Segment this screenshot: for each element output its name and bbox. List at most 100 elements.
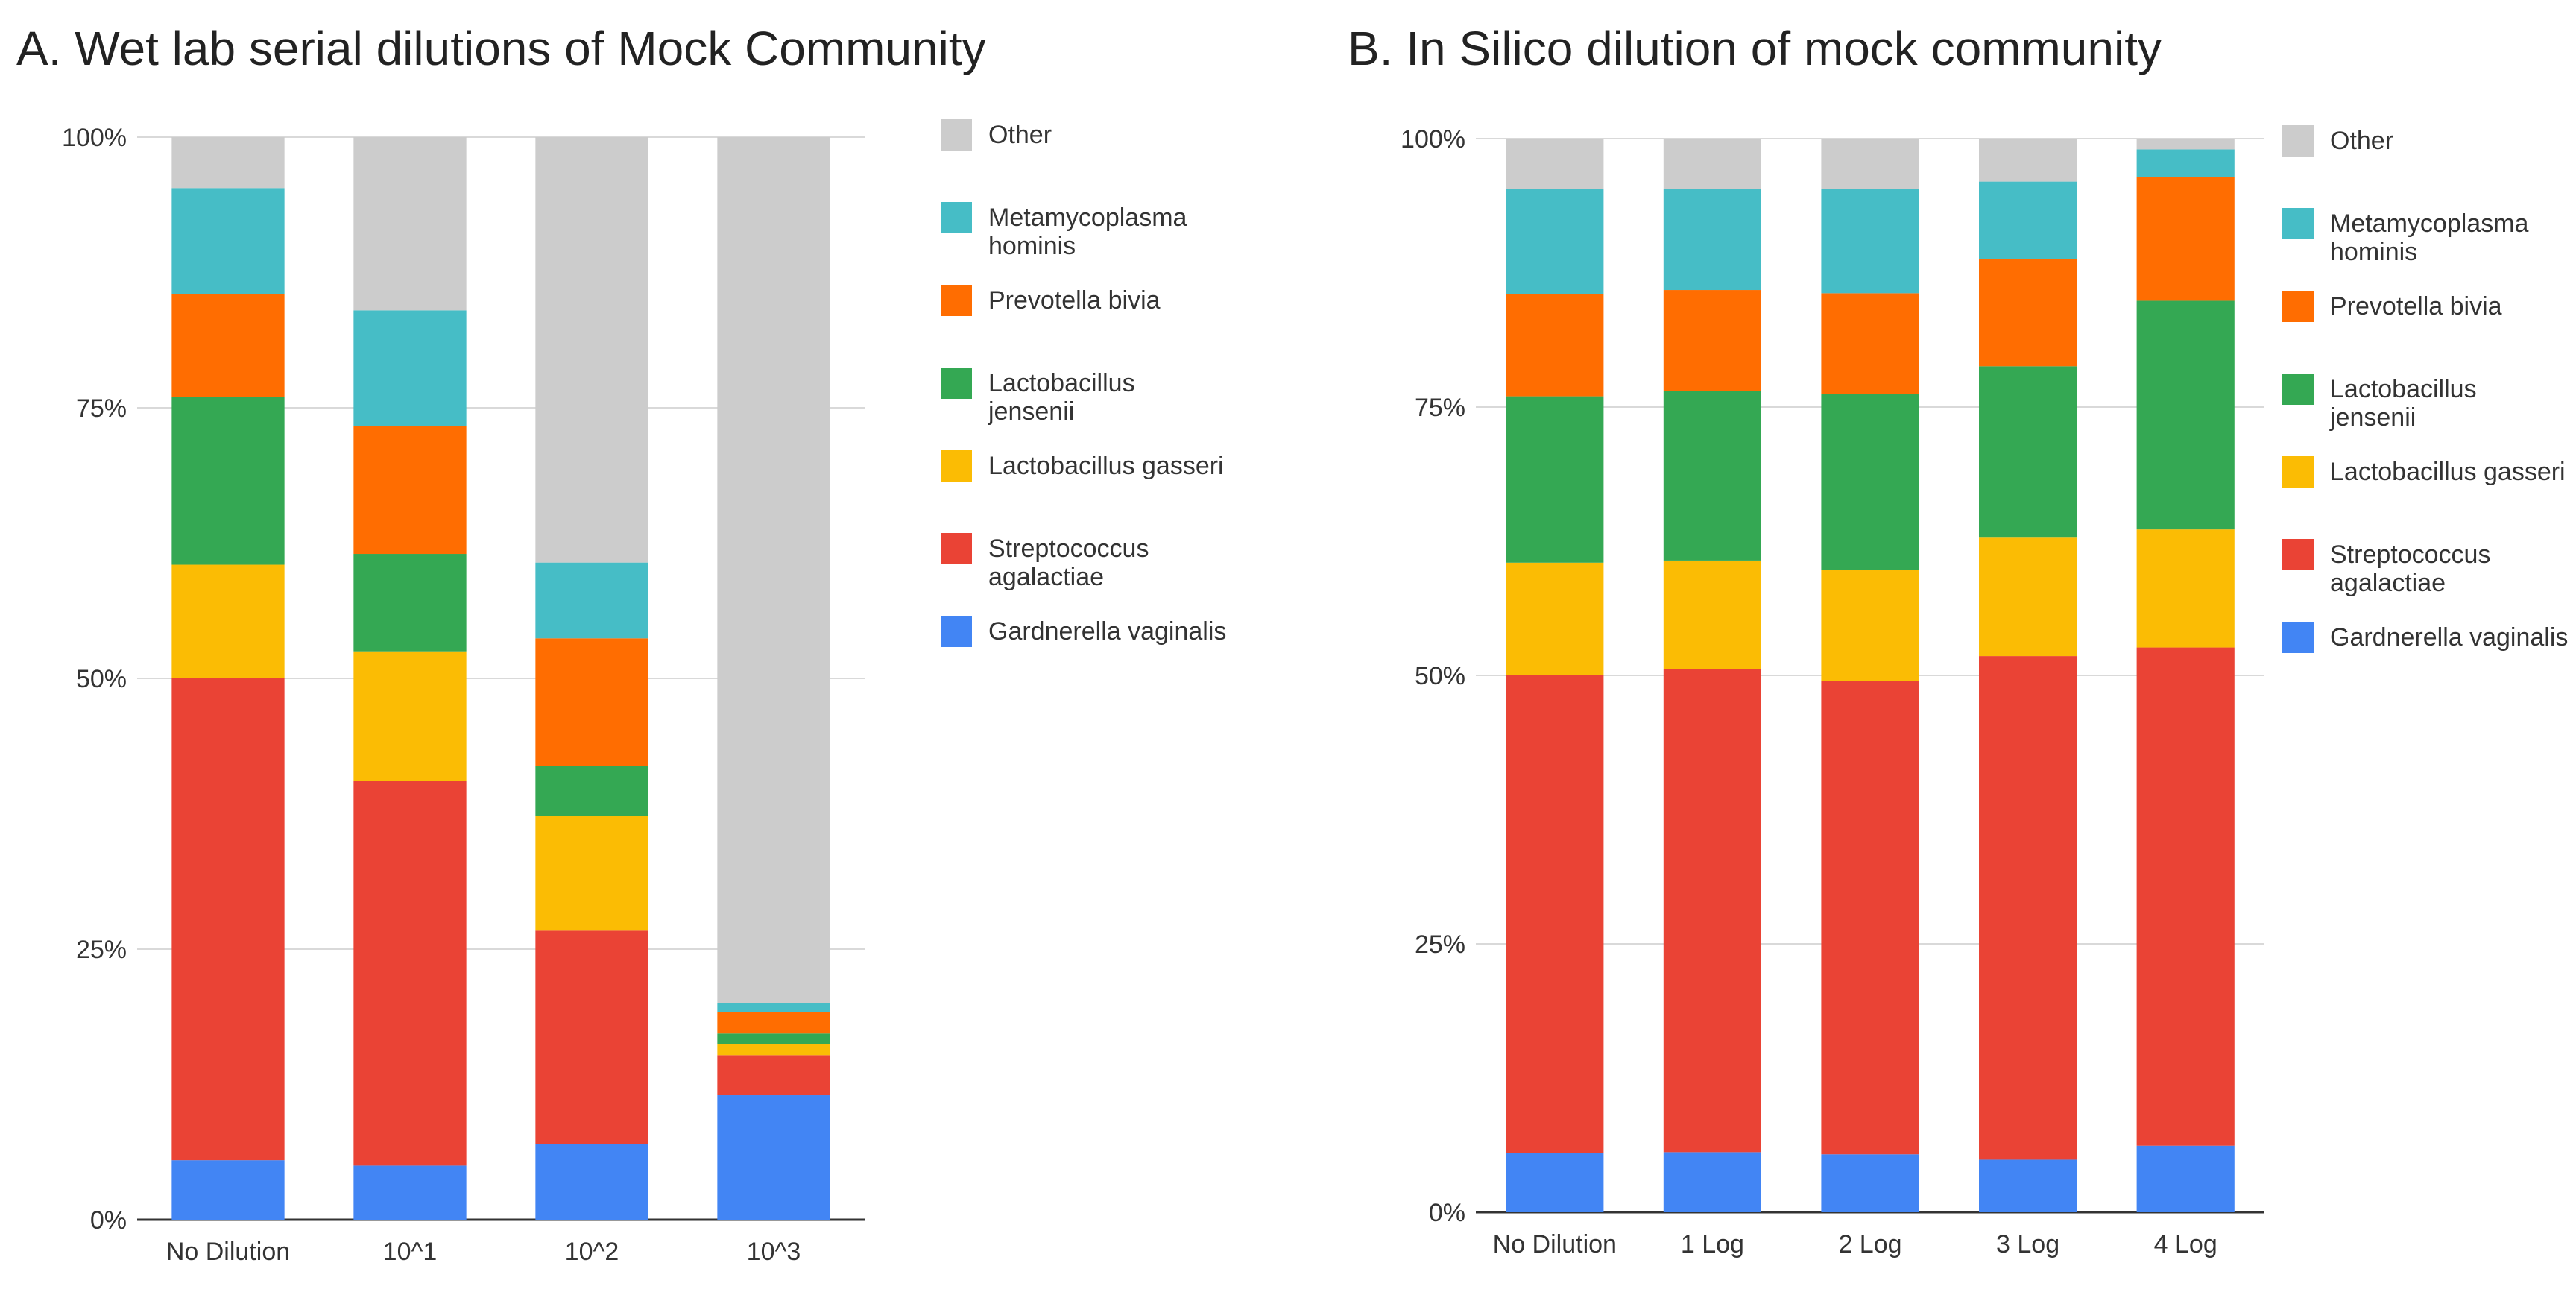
bar-segment-prevotella-bivia bbox=[353, 426, 467, 555]
legend-item-streptococcus-agalactiae: Streptococcus agalactiae bbox=[941, 533, 1227, 591]
bar-segment-metamycoplasma-hominis bbox=[1979, 181, 2077, 259]
legend-swatch bbox=[2282, 374, 2314, 405]
legend-label: Streptococcus agalactiae bbox=[988, 535, 1149, 591]
legend-label: Lactobacillus gasseri bbox=[988, 452, 1224, 480]
bar-segment-lactobacillus-gasseri bbox=[535, 816, 648, 931]
legend-item-prevotella-bivia: Prevotella bivia bbox=[2282, 291, 2569, 322]
bar-segment-metamycoplasma-hominis bbox=[171, 188, 285, 294]
legend-label: Other bbox=[2330, 127, 2394, 155]
bar-segment-prevotella-bivia bbox=[1821, 293, 1919, 394]
bar-segment-prevotella-bivia bbox=[1979, 259, 2077, 367]
bar-segment-lactobacillus-jensenii bbox=[1821, 394, 1919, 570]
bar-segment-other bbox=[535, 137, 648, 563]
bar-segment-metamycoplasma-hominis bbox=[1821, 189, 1919, 294]
bar-segment-lactobacillus-jensenii bbox=[1979, 366, 2077, 538]
bar-segment-lactobacillus-gasseri bbox=[717, 1044, 830, 1056]
bar-segment-streptococcus-agalactiae bbox=[1979, 656, 2077, 1160]
bar-segment-prevotella-bivia bbox=[1663, 290, 1761, 391]
bar-segment-other bbox=[353, 137, 467, 311]
bar-segment-gardnerella-vaginalis bbox=[717, 1095, 830, 1220]
legend-label: Lactobacillus jensenii bbox=[988, 369, 1135, 426]
legend-item-gardnerella-vaginalis: Gardnerella vaginalis bbox=[2282, 622, 2569, 653]
legend-item-gardnerella-vaginalis: Gardnerella vaginalis bbox=[941, 616, 1227, 647]
legend-label: Lactobacillus gasseri bbox=[2330, 458, 2566, 486]
y-tick-label: 75% bbox=[1415, 394, 1465, 422]
y-tick-label: 50% bbox=[1415, 662, 1465, 690]
bar-segment-lactobacillus-jensenii bbox=[171, 397, 285, 565]
legend-label: Lactobacillus jensenii bbox=[2330, 375, 2477, 432]
legend-label: Metamycoplasma hominis bbox=[988, 204, 1187, 260]
bar-segment-streptococcus-agalactiae bbox=[353, 781, 467, 1166]
bar-segment-lactobacillus-jensenii bbox=[1506, 396, 1604, 563]
bar-segment-prevotella-bivia bbox=[717, 1012, 830, 1034]
bar-segment-other bbox=[717, 137, 830, 1003]
bar-segment-lactobacillus-gasseri bbox=[353, 651, 467, 781]
legend-item-prevotella-bivia: Prevotella bivia bbox=[941, 285, 1227, 316]
legend-item-metamycoplasma-hominis: Metamycoplasma hominis bbox=[941, 202, 1227, 260]
bar-segment-other bbox=[1821, 139, 1919, 189]
bar-segment-lactobacillus-jensenii bbox=[717, 1033, 830, 1044]
bar-segment-metamycoplasma-hominis bbox=[353, 310, 467, 426]
legend-swatch bbox=[2282, 208, 2314, 239]
bar-segment-streptococcus-agalactiae bbox=[2136, 647, 2235, 1146]
legend-swatch bbox=[941, 119, 972, 151]
bar-segment-other bbox=[1979, 139, 2077, 182]
legend-item-streptococcus-agalactiae: Streptococcus agalactiae bbox=[2282, 539, 2569, 597]
bar-segment-streptococcus-agalactiae bbox=[535, 930, 648, 1144]
bar-segment-lactobacillus-gasseri bbox=[2136, 529, 2235, 648]
bar-segment-lactobacillus-jensenii bbox=[2136, 300, 2235, 530]
x-tick-label: 10^3 bbox=[747, 1238, 801, 1266]
chart-title-b: B. In Silico dilution of mock community bbox=[1348, 22, 2162, 75]
bar-segment-lactobacillus-jensenii bbox=[353, 554, 467, 652]
legend-swatch bbox=[2282, 125, 2314, 157]
chart-panel-b: B. In Silico dilution of mock community … bbox=[1334, 0, 2576, 1295]
legend-label: Prevotella bivia bbox=[2330, 292, 2502, 321]
bar-segment-gardnerella-vaginalis bbox=[2136, 1145, 2235, 1212]
bar-segment-gardnerella-vaginalis bbox=[171, 1160, 285, 1220]
bar-segment-streptococcus-agalactiae bbox=[1821, 681, 1919, 1155]
bar-segment-gardnerella-vaginalis bbox=[1506, 1153, 1604, 1212]
legend-item-lactobacillus-jensenii: Lactobacillus jensenii bbox=[941, 368, 1227, 426]
y-tick-label: 100% bbox=[62, 124, 127, 152]
legend-item-metamycoplasma-hominis: Metamycoplasma hominis bbox=[2282, 208, 2569, 266]
legend-label: Streptococcus agalactiae bbox=[2330, 541, 2491, 597]
bar-segment-metamycoplasma-hominis bbox=[535, 562, 648, 639]
legend-swatch bbox=[941, 616, 972, 647]
chart-b-legend: Other Metamycoplasma hominis Prevotella bi… bbox=[2282, 125, 2569, 653]
chart-a-plot: 0% 25% 50% 75% 100% No Dilution 10^1 10^2 10^3 bbox=[62, 124, 865, 1266]
legend-item-lactobacillus-gasseri: Lactobacillus gasseri bbox=[2282, 456, 2569, 488]
bar-segment-prevotella-bivia bbox=[171, 294, 285, 397]
y-tick-label: 0% bbox=[1429, 1199, 1465, 1227]
x-tick-label: 1 Log bbox=[1681, 1230, 1744, 1258]
x-tick-label: 4 Log bbox=[2154, 1230, 2217, 1258]
bar-segment-other bbox=[1506, 139, 1604, 189]
legend-item-other: Other bbox=[2282, 125, 2569, 157]
legend-label: Other bbox=[988, 121, 1052, 149]
bar-segment-lactobacillus-gasseri bbox=[1506, 562, 1604, 675]
bar-segment-other bbox=[2136, 139, 2235, 150]
legend-swatch bbox=[2282, 622, 2314, 653]
bar-segment-prevotella-bivia bbox=[535, 638, 648, 766]
bar-segment-prevotella-bivia bbox=[2136, 177, 2235, 301]
legend-swatch bbox=[2282, 539, 2314, 570]
legend-item-other: Other bbox=[941, 119, 1227, 151]
legend-swatch bbox=[2282, 456, 2314, 488]
bar-segment-streptococcus-agalactiae bbox=[717, 1055, 830, 1096]
x-tick-label: No Dilution bbox=[1493, 1230, 1617, 1258]
x-tick-label: No Dilution bbox=[166, 1238, 290, 1266]
bar-segment-gardnerella-vaginalis bbox=[1821, 1154, 1919, 1212]
legend-label: Gardnerella vaginalis bbox=[988, 617, 1227, 646]
bar-segment-lactobacillus-gasseri bbox=[171, 564, 285, 678]
bar-segment-gardnerella-vaginalis bbox=[353, 1165, 467, 1220]
bar-segment-gardnerella-vaginalis bbox=[535, 1144, 648, 1220]
x-tick-label: 2 Log bbox=[1838, 1230, 1901, 1258]
chart-title-a: A. Wet lab serial dilutions of Mock Comm… bbox=[16, 22, 986, 75]
legend-swatch bbox=[941, 450, 972, 482]
bar-segment-streptococcus-agalactiae bbox=[171, 678, 285, 1161]
bar-segment-metamycoplasma-hominis bbox=[717, 1003, 830, 1012]
chart-b-plot: 0% 25% 50% 75% 100% No Dilution 1 Log 2 Log 3 Lo… bbox=[1401, 125, 2264, 1258]
y-tick-label: 0% bbox=[90, 1206, 127, 1235]
legend-swatch bbox=[941, 285, 972, 316]
y-tick-label: 75% bbox=[76, 394, 127, 423]
bar-segment-lactobacillus-gasseri bbox=[1821, 570, 1919, 681]
